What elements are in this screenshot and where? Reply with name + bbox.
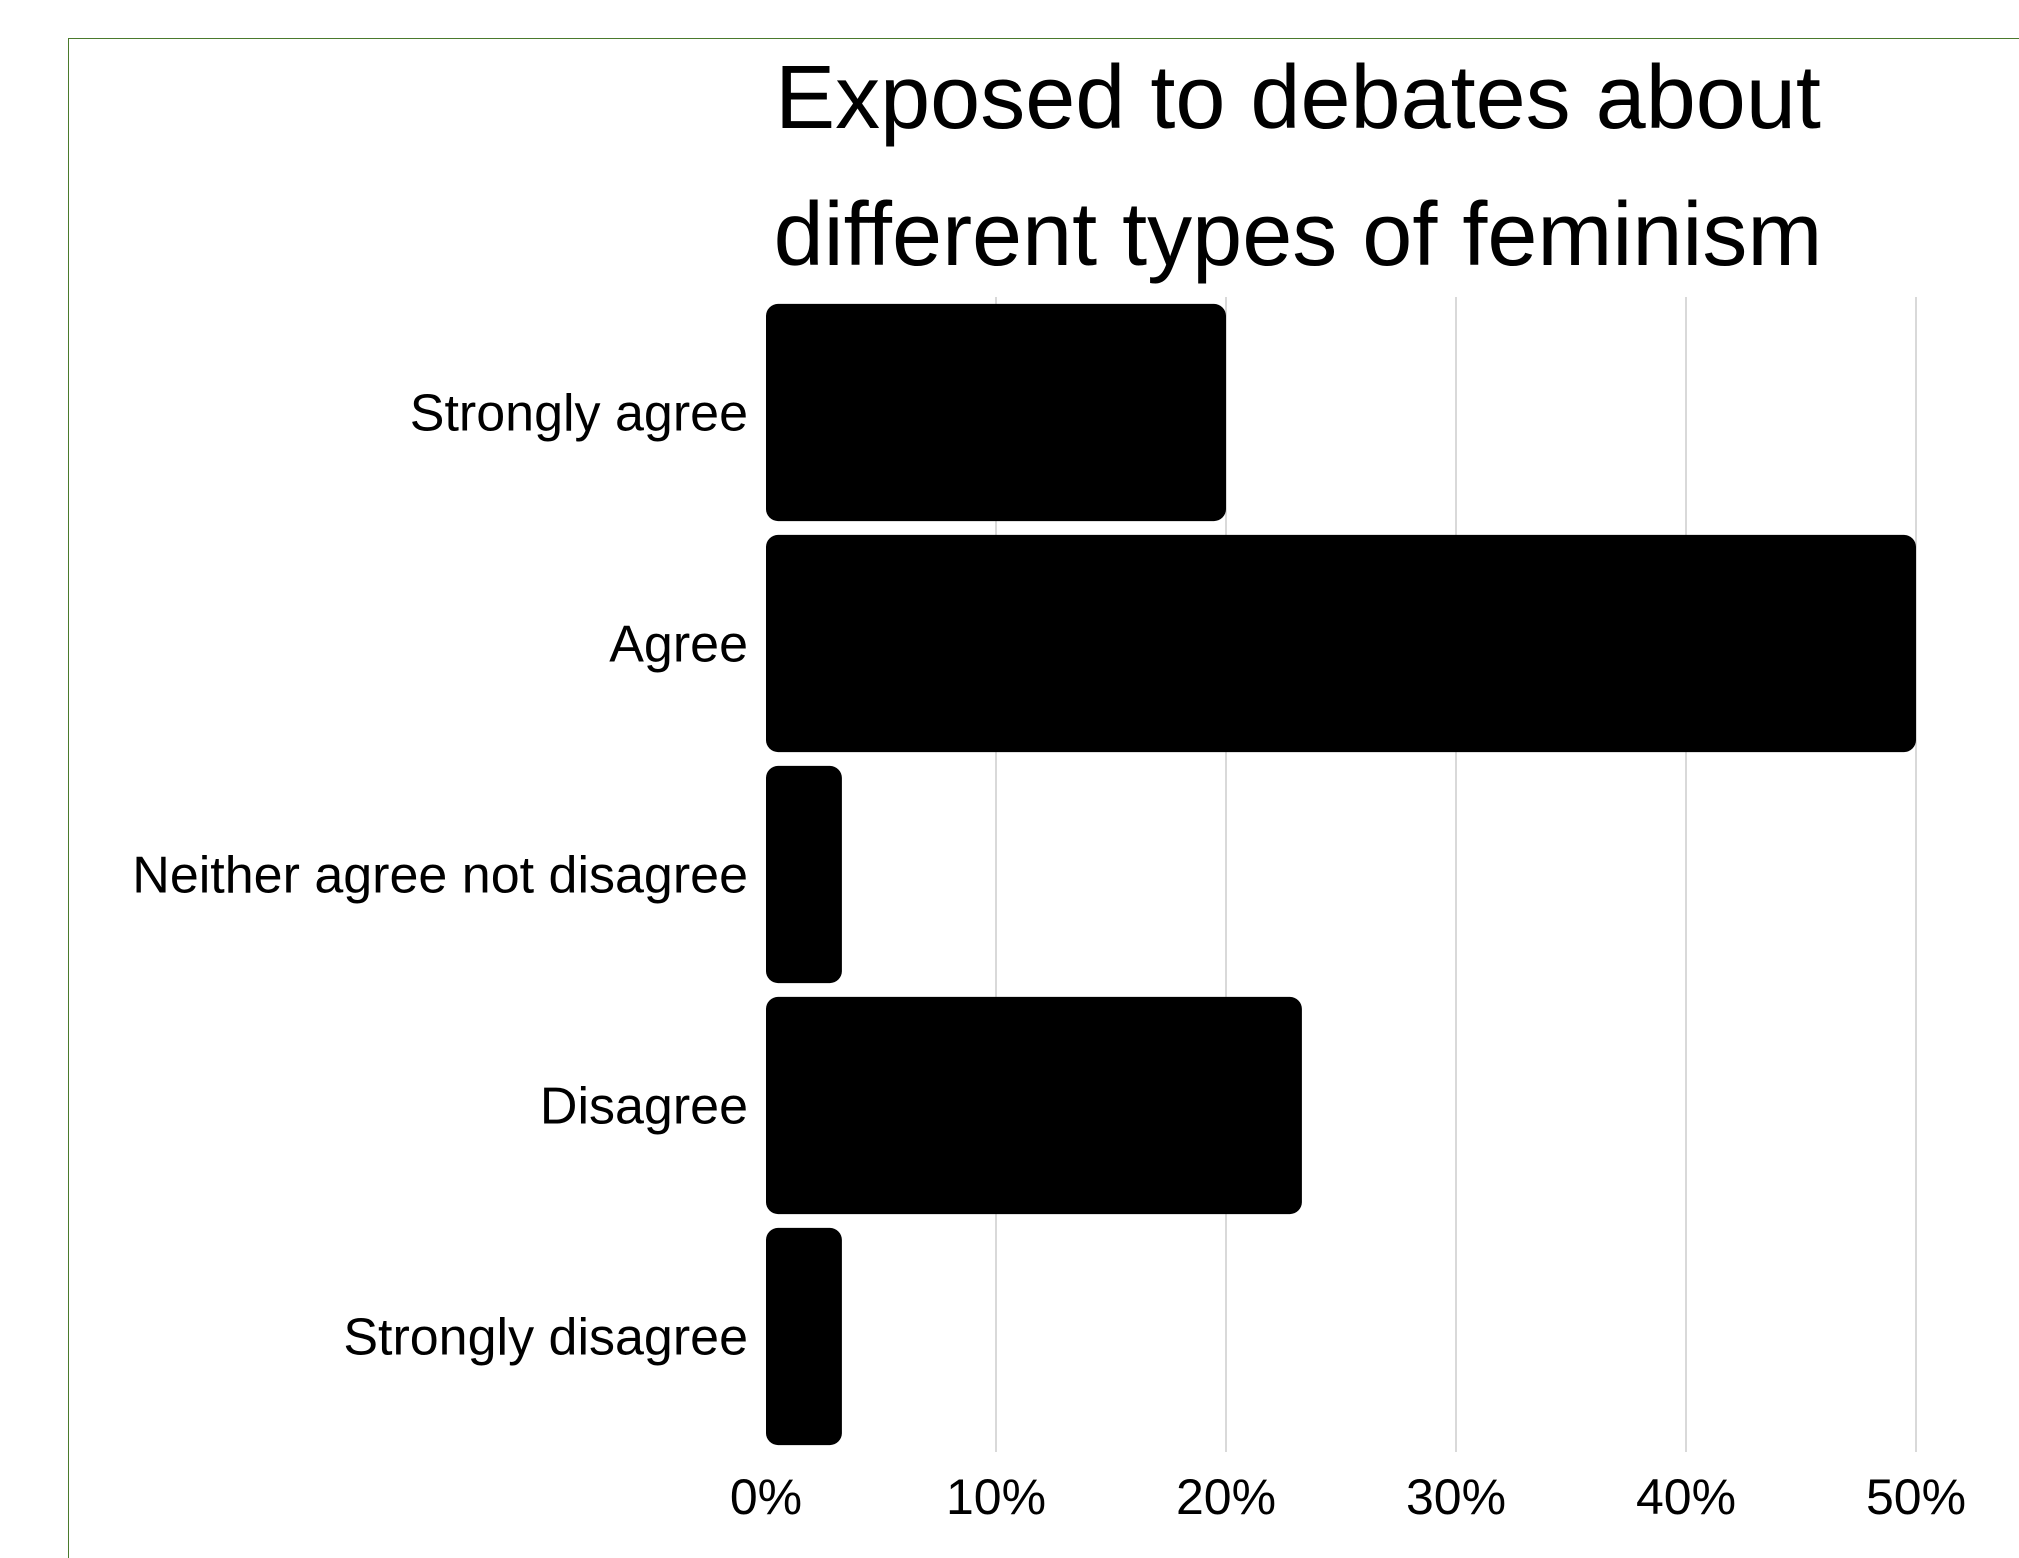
x-tick-label: 40% bbox=[1636, 1469, 1736, 1525]
x-tick-label: 20% bbox=[1176, 1469, 1276, 1525]
category-labels: Strongly agree Agree Neither agree not dis… bbox=[132, 385, 748, 1367]
bar bbox=[766, 1227, 842, 1446]
category-label: Agree bbox=[609, 616, 748, 674]
category-label: Strongly disagree bbox=[343, 1309, 748, 1367]
chart-title-line-1: Exposed to debates about bbox=[775, 48, 1821, 148]
bar bbox=[766, 996, 1302, 1215]
x-tick-label: 50% bbox=[1866, 1469, 1966, 1525]
bars bbox=[766, 303, 1916, 1446]
category-label: Strongly agree bbox=[410, 385, 748, 443]
category-label: Disagree bbox=[540, 1078, 748, 1136]
bar bbox=[766, 534, 1916, 753]
bar bbox=[766, 303, 1226, 522]
chart-title-line-2: different types of feminism bbox=[774, 185, 1823, 285]
x-tick-label: 30% bbox=[1406, 1469, 1506, 1525]
x-axis-tick-labels: 0% 10% 20% 30% 40% 50% bbox=[730, 1469, 1966, 1525]
chart-frame bbox=[68, 38, 2019, 1558]
x-tick-label: 10% bbox=[946, 1469, 1046, 1525]
category-label: Neither agree not disagree bbox=[132, 847, 748, 905]
bar bbox=[766, 765, 842, 984]
x-tick-label: 0% bbox=[730, 1469, 802, 1525]
